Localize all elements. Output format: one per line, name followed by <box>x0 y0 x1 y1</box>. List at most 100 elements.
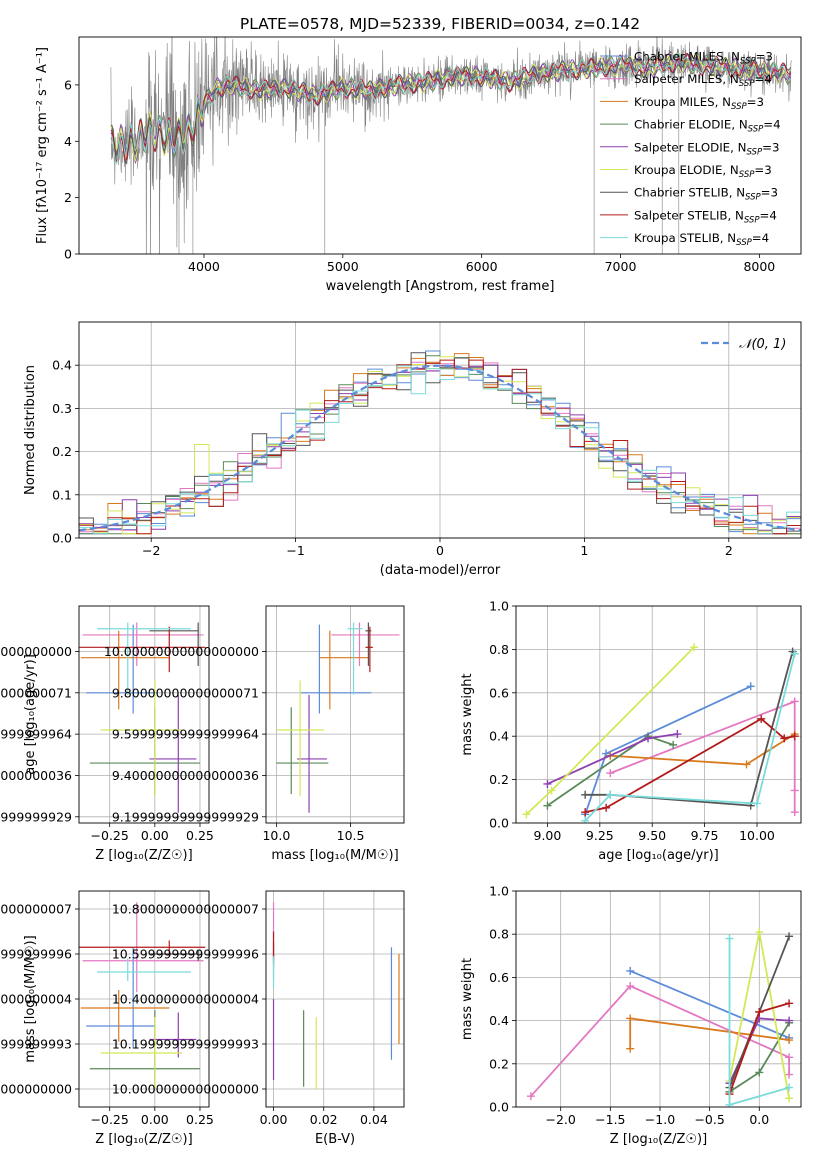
y-tick-label: 10.5999999999999996 <box>0 947 72 962</box>
legend-sub: SSP <box>739 170 755 180</box>
observed-spectrum-line <box>110 37 792 254</box>
weight-line-chabrier-miles <box>629 970 790 1039</box>
x-tick-label: −0.5 <box>694 1112 724 1127</box>
x-tick-label: 2 <box>725 543 733 558</box>
x-tick-label: 9.25 <box>586 828 614 843</box>
x-axis-label: mass [log₁₀(M/M☉)] <box>271 848 398 863</box>
y-axis-label: mass weight <box>460 958 475 1040</box>
legend-label: Chabrier STELIB, NSSP=3 <box>634 186 778 203</box>
x-tick-label: 0.02 <box>310 1112 338 1127</box>
y-tick-label: 0.2 <box>489 1056 509 1071</box>
panel-spectrum: 4000 5000 6000 7000 8000 0 2 4 6 wavelength [Angs… <box>35 36 802 294</box>
weight-marker <box>790 732 799 741</box>
y-tick-label: 0.1 <box>52 487 72 502</box>
legend-suffix: =4 <box>752 231 769 245</box>
errorbar-kroupa-stelib <box>97 958 191 981</box>
weight-marker <box>757 714 766 723</box>
weight-marker <box>526 1092 535 1101</box>
y-tick-label: 1.0 <box>489 599 509 614</box>
legend-label: Kroupa MILES, NSSP=3 <box>634 95 764 112</box>
y-tick-label: 9.40000000000000036 <box>112 768 259 783</box>
y-tick-label: 0.8 <box>489 642 509 657</box>
x-tick-label: 6000 <box>466 259 498 274</box>
y-tick-label: 0.4 <box>489 729 509 744</box>
panel-residuals: −2 −1 0 1 2 0.0 0.1 0.2 0.3 0.4 (data-model)/error… <box>23 321 802 578</box>
legend-suffix: =3 <box>756 50 773 64</box>
weight-marker <box>755 1068 764 1077</box>
errorbar-salpeter-elodie <box>149 1012 197 1058</box>
legend-text: Chabrier STELIB, N <box>634 186 745 200</box>
x-tick-label: 0.00 <box>260 1112 288 1127</box>
x-tick-label: 0.00 <box>141 828 169 843</box>
legend-label: Salpeter ELODIE, NSSP=3 <box>634 140 779 157</box>
weight-marker <box>752 799 761 808</box>
weight-marker <box>543 801 552 810</box>
legend-suffix: =3 <box>754 163 771 177</box>
y-tick-label: 9.40000000000000036 <box>0 768 72 783</box>
plot-area <box>110 37 792 254</box>
errorbar-salpeter-elodie <box>149 694 197 813</box>
y-tick-label: 0.6 <box>489 970 509 985</box>
legend-text: Kroupa STELIB, N <box>634 231 736 245</box>
legend-sub: SSP <box>731 102 747 112</box>
legend-text: Kroupa ELODIE, N <box>634 163 739 177</box>
errorbar-chabrier-miles <box>300 624 372 714</box>
errorbar-kroupa-stelib <box>347 622 363 695</box>
y-tick-label: 1.0 <box>489 884 509 899</box>
weight-marker <box>785 1070 794 1079</box>
legend-label: Chabrier MILES, NSSP=3 <box>634 50 773 67</box>
weight-marker <box>755 928 764 937</box>
x-tick-label: 0.25 <box>186 828 214 843</box>
weight-marker <box>669 740 678 749</box>
errorbar-salpeter-stelib <box>79 940 206 957</box>
axes-frame <box>78 321 802 539</box>
errorbar-chabrier-elodie <box>276 707 329 795</box>
x-tick-label: −1.0 <box>645 1112 675 1127</box>
weight-marker <box>673 730 682 739</box>
weight-marker <box>606 769 615 778</box>
weight-marker <box>785 1016 794 1025</box>
panel-weight-vs-Z: −2.0 −1.5 −1.0 −0.5 0.0 0.0 0.2 0.4 0.6 0.8 1.0 Z [… <box>460 884 802 1147</box>
y-tick-label: 0.0 <box>489 1100 509 1115</box>
y-axis-label: Flux [fλ10⁻¹⁷ erg cm⁻² s⁻¹ A⁻¹] <box>35 47 50 244</box>
x-tick-label: −1 <box>286 543 304 558</box>
axes-frame <box>78 36 802 255</box>
errorbar-salpeter-elodie <box>297 694 327 813</box>
x-tick-label: 1 <box>580 543 588 558</box>
weight-marker <box>725 934 734 943</box>
y-tick-label: 9.19999999999999929 <box>0 809 72 824</box>
weight-marker <box>785 1083 794 1092</box>
y-tick-label: 10.4000000000000004 <box>112 992 259 1007</box>
legend-label: 𝒩(0, 1) <box>739 337 786 352</box>
legend-sub: SSP <box>746 147 762 157</box>
x-tick-label: 9.75 <box>691 828 719 843</box>
y-tick-label: 0.0 <box>52 531 72 546</box>
weight-marker <box>780 734 789 743</box>
plot-area <box>266 891 404 1107</box>
weight-marker <box>522 810 531 819</box>
y-tick-label: 0.2 <box>52 444 72 459</box>
weight-marker <box>626 1014 635 1023</box>
weight-marker <box>581 816 590 823</box>
panel-weight-vs-age: 9.00 9.25 9.50 9.75 10.00 0.0 0.2 0.4 0.6 0.8 1.0 a… <box>460 599 802 863</box>
x-tick-label: 7000 <box>605 259 637 274</box>
axes-frame <box>515 890 802 1108</box>
x-axis-label: (data-model)/error <box>380 563 501 578</box>
y-tick-label: 9.19999999999999929 <box>112 809 259 824</box>
x-tick-label: 9.50 <box>638 828 666 843</box>
x-tick-label: 10.0 <box>262 828 290 843</box>
weight-line-kroupa-stelib <box>584 653 796 822</box>
weight-line-salpeter-stelib <box>585 717 795 813</box>
x-tick-label: 10.5 <box>337 828 365 843</box>
weight-marker <box>581 808 590 817</box>
y-tick-label: 10.0000000000000000 <box>0 1082 72 1097</box>
weight-marker <box>746 682 755 691</box>
plot-area <box>516 891 801 1107</box>
legend-text: Salpeter MILES, N <box>634 72 739 86</box>
x-tick-label: 9.00 <box>534 828 562 843</box>
x-tick-label: −0.25 <box>91 828 129 843</box>
y-tick-label: 10.00000000000000000 <box>104 644 259 659</box>
legend-text: Salpeter ELODIE, N <box>634 140 746 154</box>
errorbar-salpeter-stelib <box>79 626 206 673</box>
